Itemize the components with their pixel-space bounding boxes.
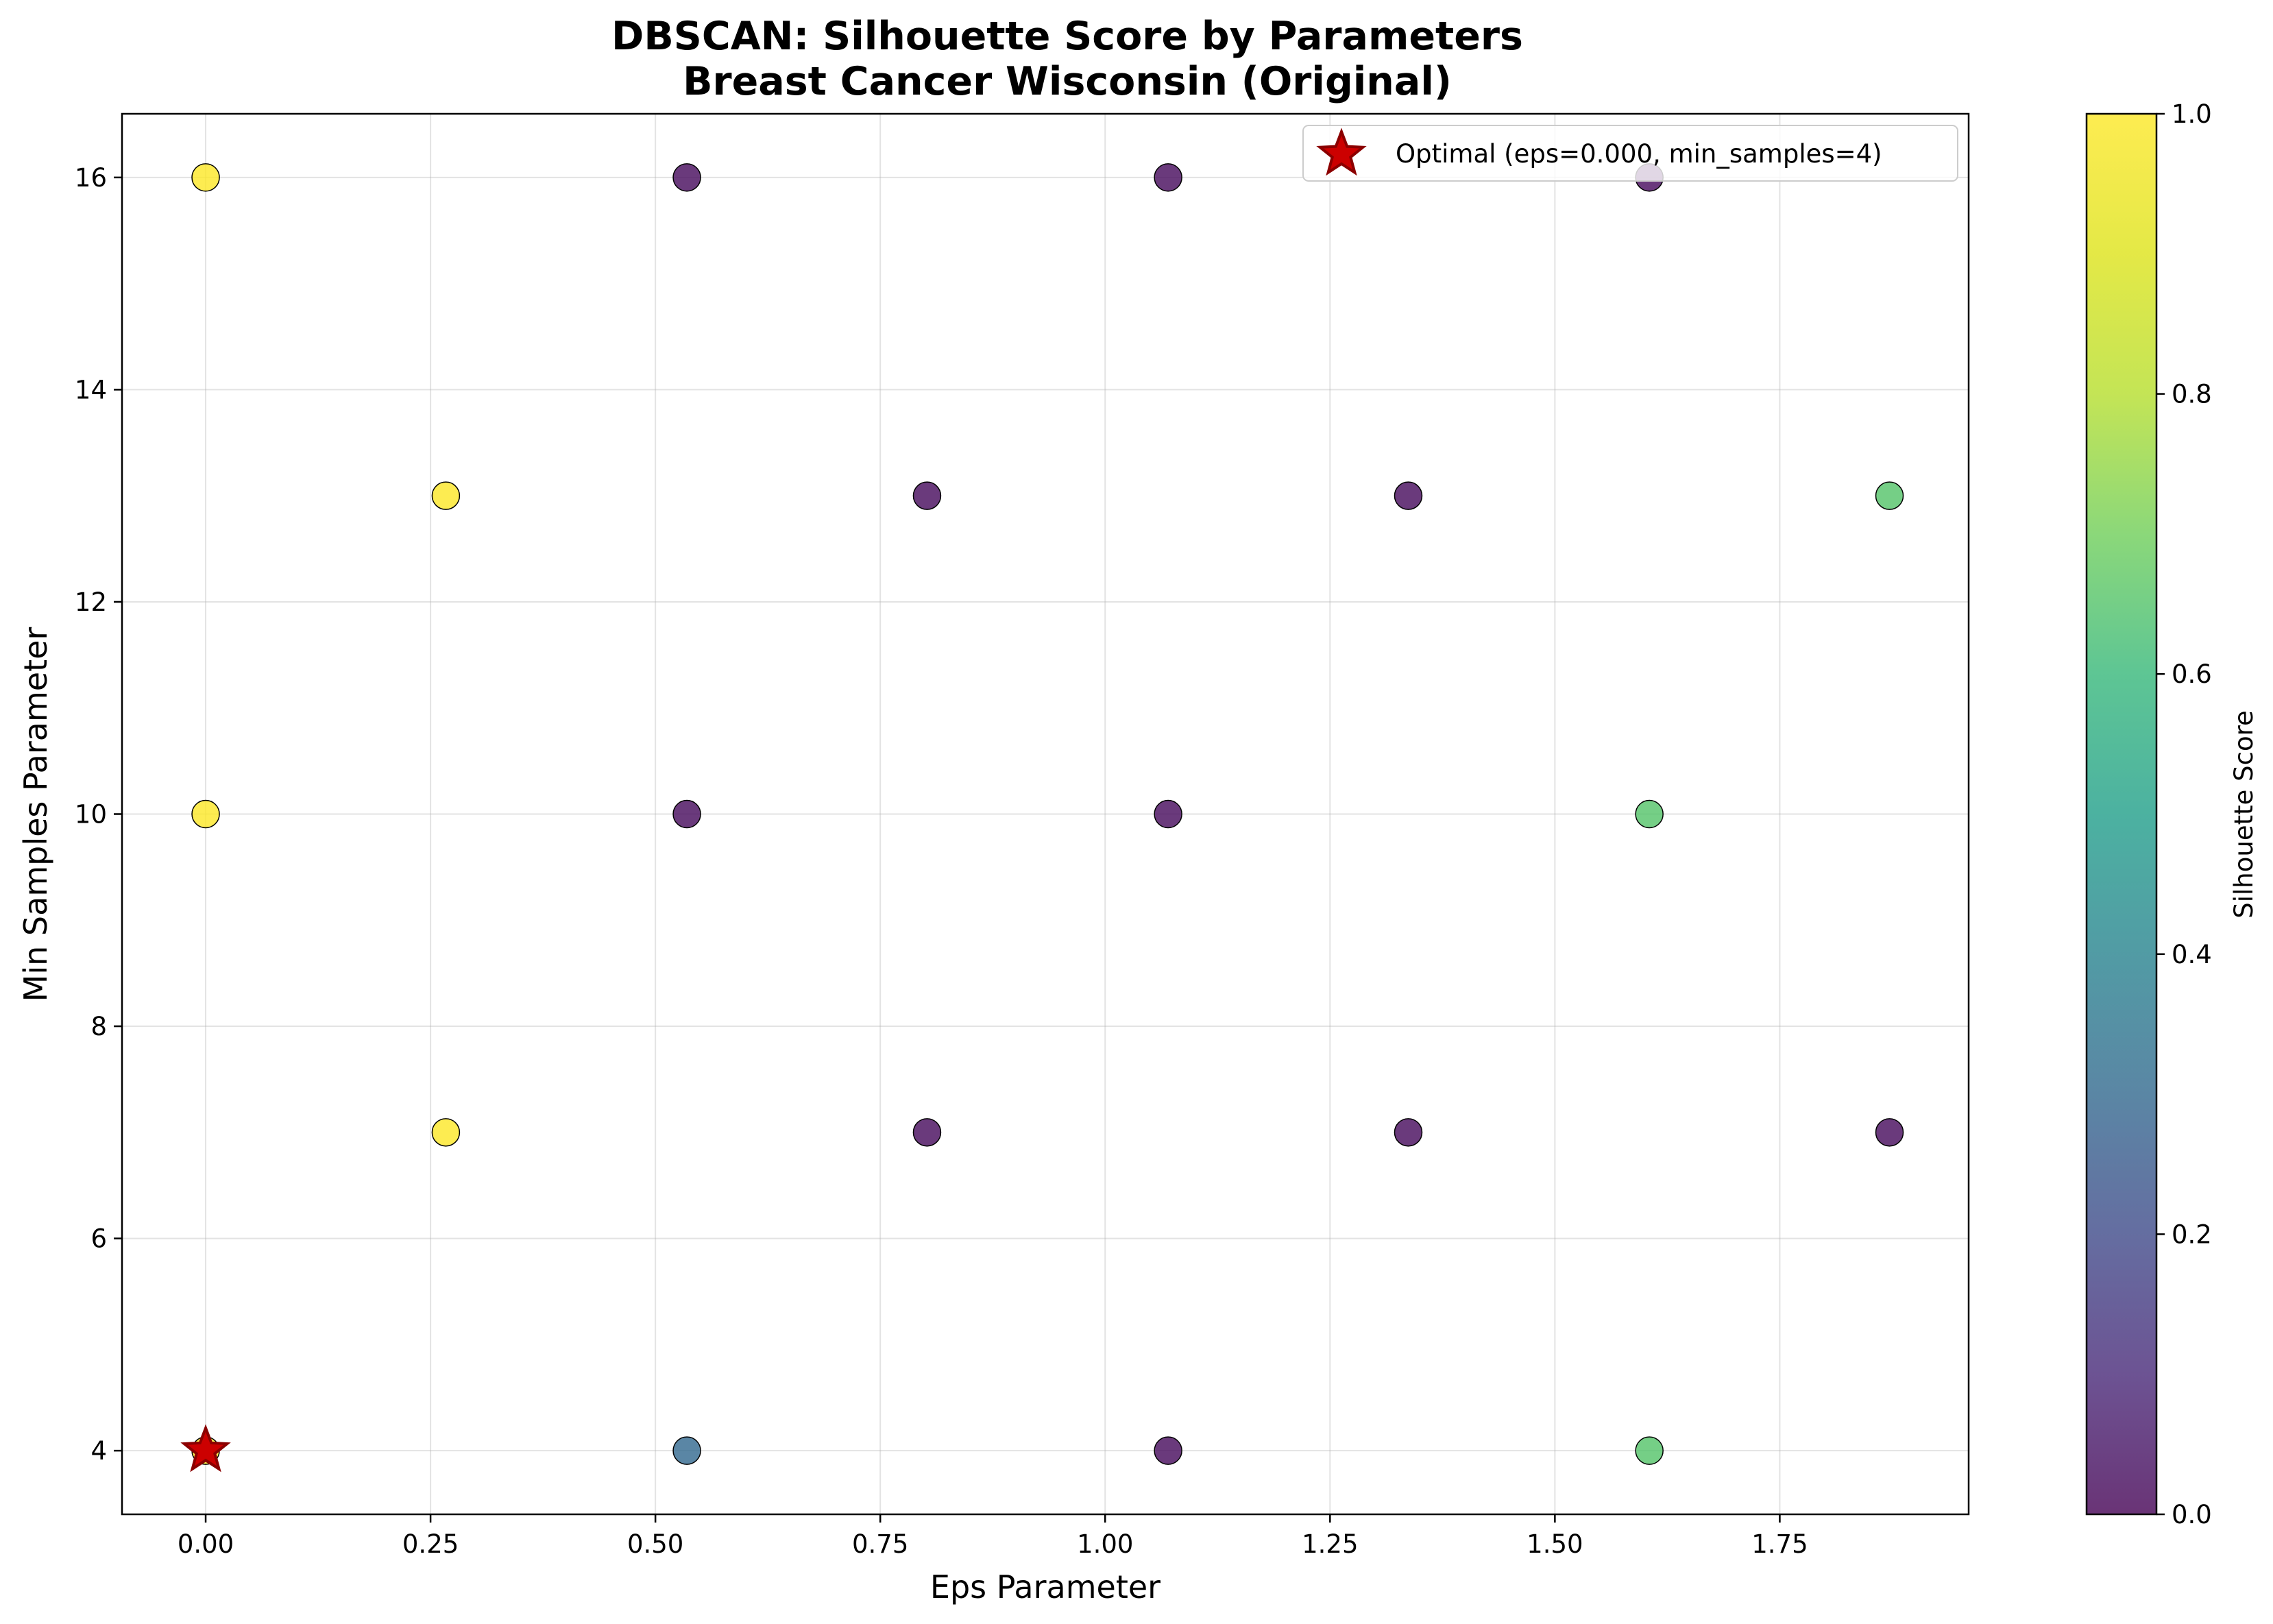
colorbar-ticks: 0.0 0.2 0.4 0.6 0.8 1.0 <box>2156 99 2212 1529</box>
x-tick-label: 1.75 <box>1751 1529 1808 1559</box>
x-tick-label: 1.00 <box>1077 1529 1133 1559</box>
colorbar-tick-label: 1.0 <box>2172 99 2212 129</box>
data-point-15 <box>1635 1436 1664 1465</box>
data-point-14 <box>1394 481 1423 510</box>
data-point-8 <box>912 1118 942 1147</box>
x-tick-label: 0.75 <box>852 1529 908 1559</box>
data-point-12 <box>1154 163 1182 192</box>
grid-lines <box>122 114 1969 1514</box>
data-point-11 <box>1154 799 1182 829</box>
data-point-2 <box>191 163 220 192</box>
colorbar-tick-label: 0.4 <box>2172 940 2212 969</box>
colorbar-tick-label: 0.0 <box>2172 1500 2212 1529</box>
data-point-13 <box>1394 1118 1423 1147</box>
y-tick-label: 6 <box>90 1224 107 1254</box>
data-point-6 <box>672 799 701 829</box>
colorbar-tick-label: 0.6 <box>2172 659 2212 689</box>
x-tick-label: 1.50 <box>1527 1529 1583 1559</box>
colorbar: 0.0 0.2 0.4 0.6 0.8 1.0 Silhouette Score <box>2085 99 2259 1529</box>
x-axis-label: Eps Parameter <box>930 1568 1160 1605</box>
data-point-9 <box>912 481 942 510</box>
data-point-7 <box>672 163 701 192</box>
y-axis-ticks: 4 6 8 10 12 14 16 <box>75 163 122 1466</box>
data-points <box>191 163 1904 1465</box>
colorbar-tick-label: 0.8 <box>2172 380 2212 409</box>
colorbar-gradient <box>2085 112 2158 1516</box>
x-tick-label: 0.25 <box>402 1529 459 1559</box>
chart-title: DBSCAN: Silhouette Score by Parameters <box>611 14 1523 59</box>
legend-entry-optimal: Optimal (eps=0.000, min_samples=4) <box>1396 139 1882 169</box>
optimal-marker-layer <box>180 1424 231 1472</box>
data-point-3 <box>431 1118 461 1147</box>
colorbar-tick-label: 0.2 <box>2172 1220 2212 1249</box>
y-tick-label: 8 <box>90 1012 107 1041</box>
y-tick-label: 12 <box>75 587 107 617</box>
chart-subtitle: Breast Cancer Wisconsin (Original) <box>683 59 1452 104</box>
legend-box <box>1302 125 1958 182</box>
y-tick-label: 10 <box>75 800 107 829</box>
legend: Optimal (eps=0.000, min_samples=4) <box>1302 125 1958 182</box>
y-tick-label: 14 <box>75 375 107 404</box>
y-tick-label: 16 <box>75 163 107 193</box>
x-tick-label: 0.50 <box>627 1529 683 1559</box>
x-tick-label: 1.25 <box>1302 1529 1358 1559</box>
y-axis-label: Min Samples Parameter <box>17 627 54 1002</box>
optimal-point-marker <box>180 1424 231 1472</box>
legend-star-marker <box>1316 128 1367 176</box>
data-point-5 <box>672 1436 701 1465</box>
data-point-4 <box>431 481 461 510</box>
data-point-10 <box>1154 1436 1182 1465</box>
data-point-19 <box>1875 481 1904 510</box>
data-point-16 <box>1635 799 1664 829</box>
x-axis-ticks: 0.00 0.25 0.50 0.75 1.00 1.25 1.50 1.75 <box>178 1514 1808 1559</box>
y-tick-label: 4 <box>90 1436 107 1466</box>
colorbar-label: Silhouette Score <box>2229 710 2259 919</box>
data-point-1 <box>191 799 220 829</box>
data-point-18 <box>1875 1118 1904 1147</box>
x-tick-label: 0.00 <box>178 1529 234 1559</box>
